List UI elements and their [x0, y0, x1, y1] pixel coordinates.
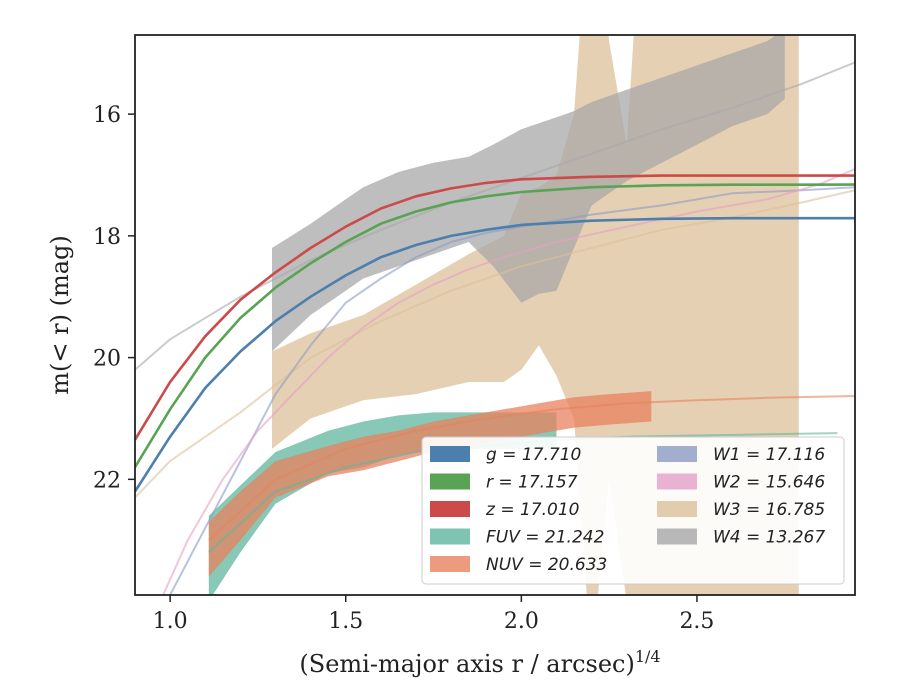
- legend-swatch-w3: [657, 501, 697, 517]
- line-w4: [135, 61, 855, 371]
- legend: g = 17.710 r = 17.157 z = 17.010 FUV = 21.2…: [421, 436, 845, 585]
- line-z: [135, 174, 855, 441]
- legend-swatch-z: [430, 501, 470, 517]
- x-tick-label: 2.0: [504, 609, 539, 634]
- legend-swatch-g: [430, 446, 470, 462]
- y-tick-label: 18: [93, 225, 121, 250]
- legend-label-r: r = 17.157: [486, 473, 578, 493]
- line-nuv: [208, 395, 855, 541]
- legend-swatch-nuv: [430, 556, 470, 572]
- legend-box: [421, 436, 845, 585]
- x-axis-title-exponent: 1/4: [635, 647, 661, 666]
- x-tick-label: 2.5: [679, 609, 714, 634]
- y-axis-title: m(< r) (mag): [46, 235, 74, 394]
- x-tick-label: 1.5: [328, 609, 363, 634]
- y-tick-label: 20: [93, 347, 121, 372]
- legend-label-w3: W3 = 16.785: [713, 500, 825, 520]
- x-axis-title-text: (Semi-major axis r / arcsec): [299, 650, 634, 678]
- x-axis-title: (Semi-major axis r / arcsec)1/4: [299, 647, 660, 678]
- legend-label-z: z = 17.010: [485, 500, 579, 520]
- x-tick-label: 1.0: [153, 609, 188, 634]
- legend-label-w2: W2 = 15.646: [713, 473, 825, 493]
- x-axis: 1.0 1.5 2.0 2.5: [153, 595, 714, 634]
- line-w2: [162, 167, 855, 595]
- legend-label-w4: W4 = 13.267: [713, 528, 825, 548]
- legend-label-fuv: FUV = 21.242: [486, 528, 604, 548]
- y-tick-label: 16: [93, 103, 121, 128]
- legend-swatch-w1: [657, 446, 697, 462]
- line-r: [135, 183, 855, 468]
- legend-label-w1: W1 = 17.116: [713, 445, 825, 465]
- y-axis: 16 18 20 22: [93, 103, 135, 493]
- legend-swatch-w4: [657, 528, 697, 545]
- line-w1: [169, 186, 855, 595]
- legend-label-g: g = 17.710: [486, 445, 581, 465]
- line-g: [135, 216, 855, 493]
- plot-frame: [134, 34, 856, 596]
- y-tick-label: 22: [93, 468, 121, 493]
- line-w3: [135, 189, 855, 499]
- legend-swatch-w2: [657, 473, 697, 490]
- band-w4: [272, 35, 785, 352]
- legend-swatch-fuv: [430, 528, 470, 545]
- legend-label-nuv: NUV = 20.633: [486, 555, 607, 575]
- legend-swatch-r: [430, 473, 470, 490]
